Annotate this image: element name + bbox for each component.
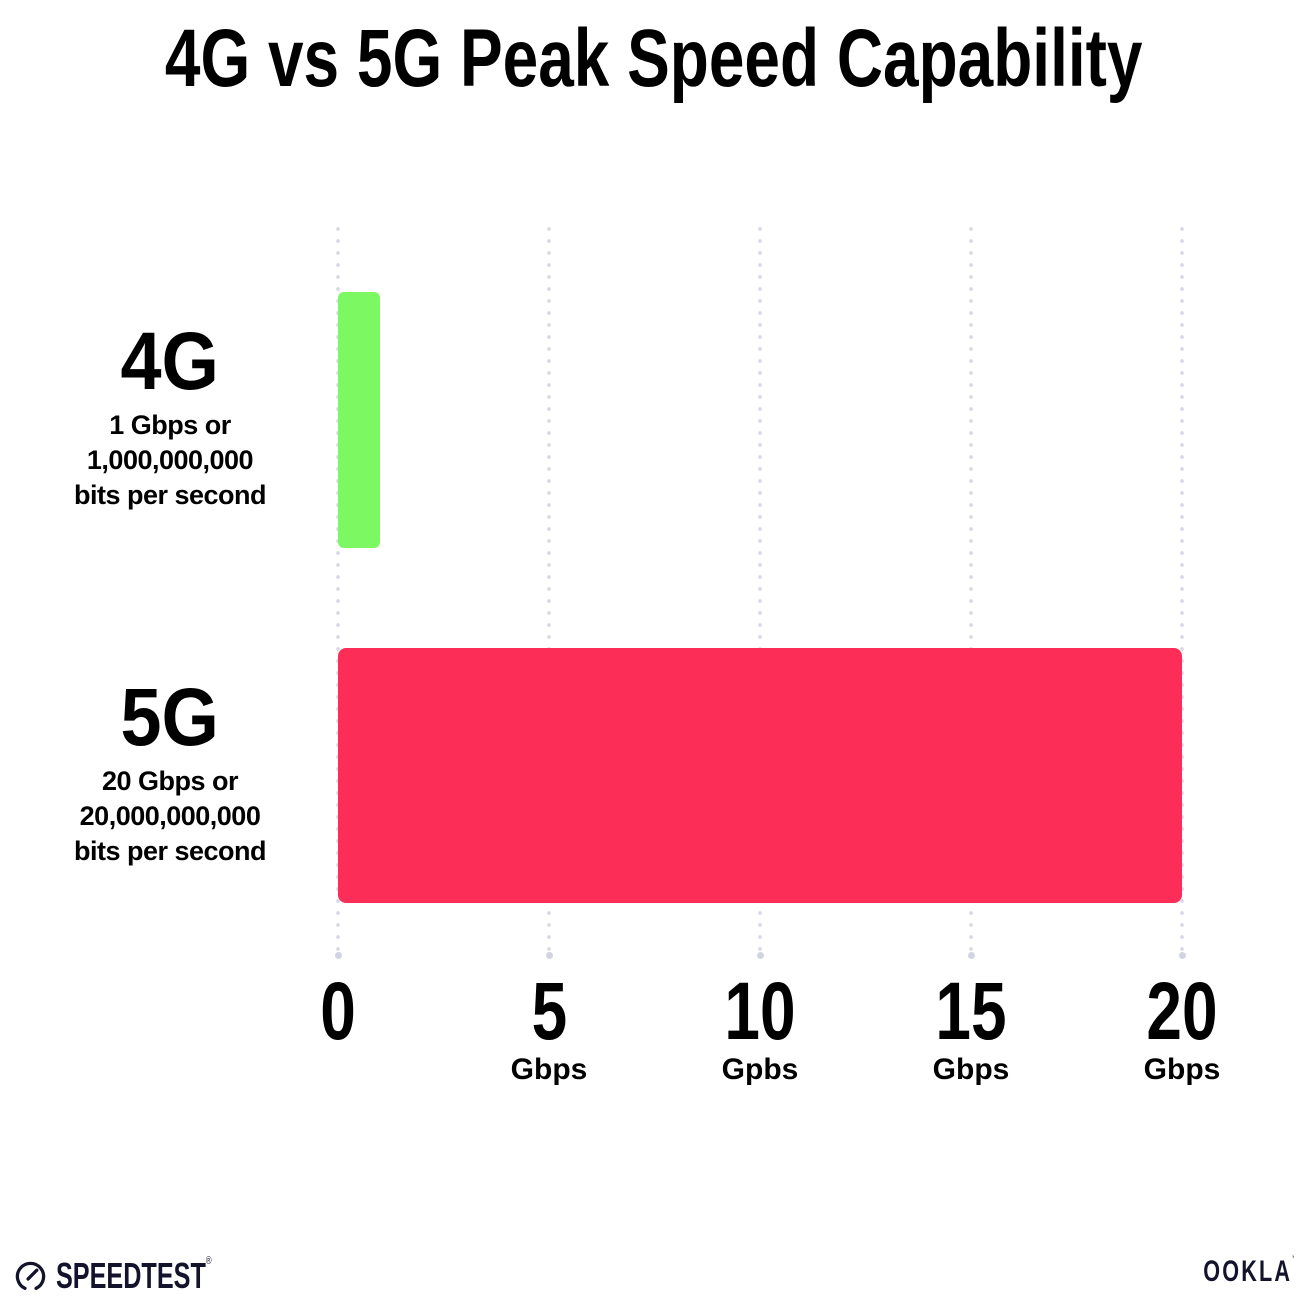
sublabel-line: bits per second bbox=[73, 836, 267, 866]
ookla-wordmark-text: OOKLA bbox=[1203, 1255, 1293, 1288]
tick-number-text: 0 bbox=[320, 966, 356, 1057]
tick-number: 5 bbox=[511, 971, 588, 1053]
x-tick-10: 10 Gpbs bbox=[714, 971, 805, 1087]
category-sublabel-4g: 1 Gbps or 1,000,000,000 bits per second bbox=[20, 408, 320, 513]
x-tick-15: 15 Gbps bbox=[925, 971, 1016, 1087]
tick-number: 20 bbox=[1136, 971, 1227, 1053]
sublabel-line: 20 Gbps or bbox=[101, 766, 239, 796]
chart-title: 4G vs 5G Peak Speed Capability bbox=[0, 18, 1308, 100]
x-tick-5: 5 Gbps bbox=[511, 971, 588, 1087]
plot-area bbox=[335, 223, 1185, 958]
tick-number-text: 5 bbox=[531, 966, 567, 1057]
row-label-4g: 4G 1 Gbps or 1,000,000,000 bits per seco… bbox=[20, 321, 320, 513]
speedtest-wordmark-text: SPEEDTEST bbox=[56, 1255, 206, 1296]
gridline-20 bbox=[1179, 223, 1185, 958]
sublabel-line: bits per second bbox=[73, 480, 267, 510]
tick-number: 15 bbox=[925, 971, 1016, 1053]
sublabel-line: 1 Gbps or bbox=[109, 410, 231, 440]
gridline-15 bbox=[968, 223, 974, 958]
x-axis: 0 5 Gbps 10 Gpbs 15 Gbps 20 Gbps bbox=[320, 971, 1220, 1101]
registered-trademark-mark: ® bbox=[205, 1255, 212, 1267]
ookla-logo: OOKLA’ bbox=[1168, 1254, 1294, 1288]
tick-unit: Gbps bbox=[510, 1053, 588, 1086]
category-sublabel-5g: 20 Gbps or 20,000,000,000 bits per secon… bbox=[20, 764, 320, 869]
sublabel-line: 1,000,000,000 bbox=[86, 445, 254, 475]
bar-5g bbox=[338, 648, 1182, 903]
ookla-wordmark: OOKLA’ bbox=[1203, 1254, 1294, 1288]
speedtest-gauge-icon bbox=[15, 1261, 46, 1290]
category-name-5g: 5G bbox=[20, 677, 320, 759]
x-tick-20: 20 Gbps bbox=[1136, 971, 1227, 1087]
speedtest-logo: SPEEDTEST® bbox=[14, 1255, 278, 1296]
tick-number: 10 bbox=[714, 971, 805, 1053]
gridline-0 bbox=[335, 223, 341, 958]
bar-4g bbox=[338, 292, 381, 548]
tick-number: 0 bbox=[315, 971, 361, 1053]
category-name-4g: 4G bbox=[20, 321, 320, 403]
x-tick-0: 0 bbox=[315, 971, 361, 1053]
gridline-5 bbox=[546, 223, 552, 958]
category-name-4g-text: 4G bbox=[120, 316, 220, 407]
row-label-5g: 5G 20 Gbps or 20,000,000,000 bits per se… bbox=[20, 677, 320, 869]
tick-unit: Gpbs bbox=[721, 1053, 799, 1086]
gridline-10 bbox=[757, 223, 763, 958]
speedtest-wordmark: SPEEDTEST® bbox=[56, 1255, 212, 1296]
tick-unit: Gbps bbox=[1143, 1053, 1221, 1086]
tick-number-text: 10 bbox=[724, 966, 796, 1057]
chart-title-text: 4G vs 5G Peak Speed Capability bbox=[165, 13, 1143, 104]
tick-number-text: 15 bbox=[935, 966, 1007, 1057]
category-name-5g-text: 5G bbox=[120, 672, 220, 763]
tick-number-text: 20 bbox=[1146, 966, 1218, 1057]
sublabel-line: 20,000,000,000 bbox=[79, 801, 261, 831]
tick-unit: Gbps bbox=[932, 1053, 1010, 1086]
ookla-trademark-mark: ’ bbox=[1292, 1253, 1294, 1267]
